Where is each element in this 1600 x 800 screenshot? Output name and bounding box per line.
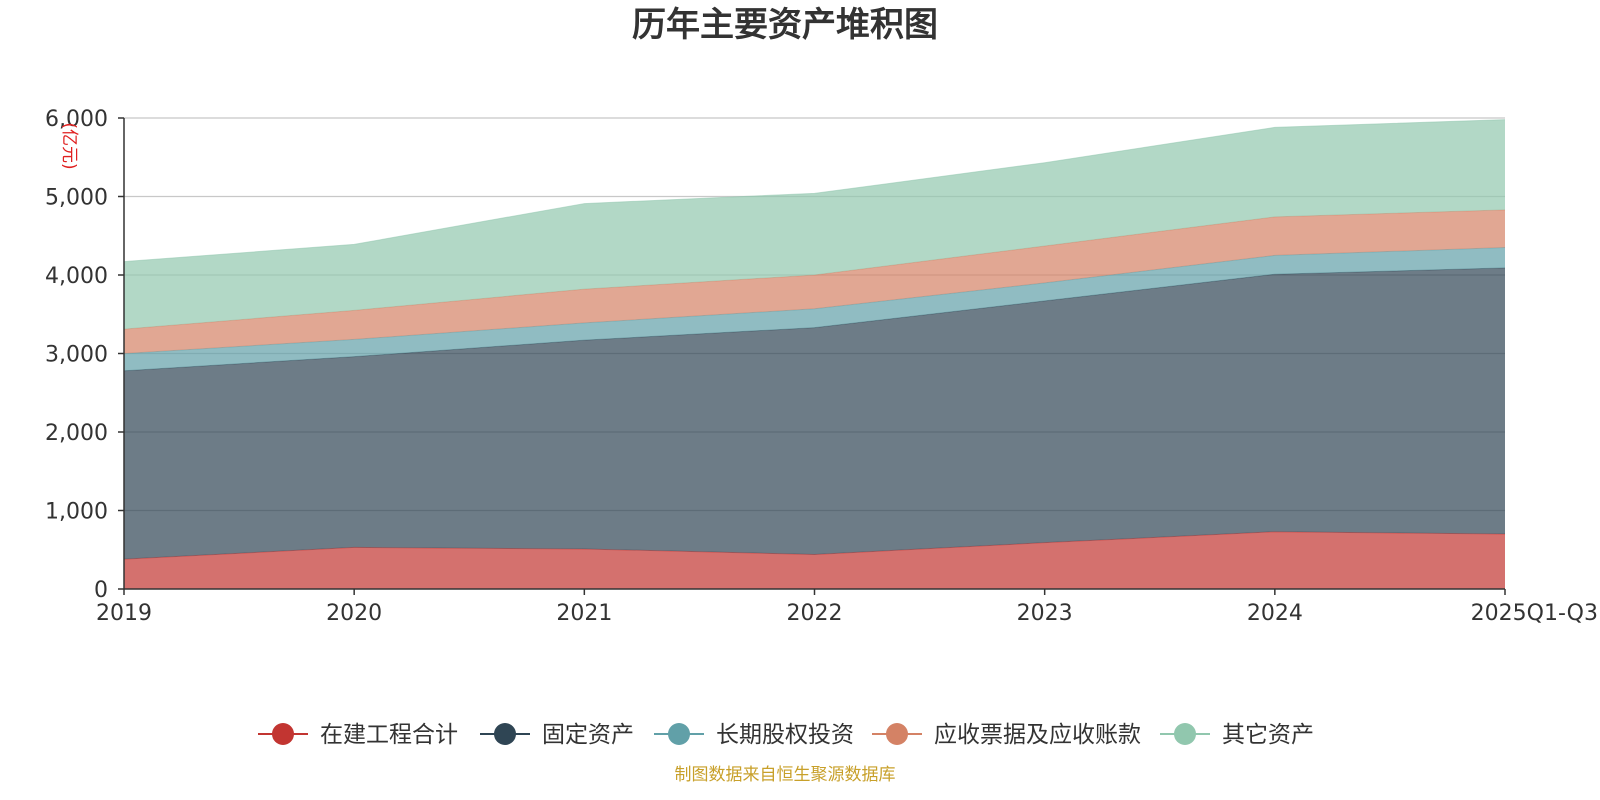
y-axis-unit-label: (亿元) <box>59 122 79 169</box>
legend-marker-icon <box>1174 723 1196 745</box>
area-series-1 <box>124 531 1505 589</box>
x-tick-label: 2019 <box>96 601 152 626</box>
y-tick-label: 4,000 <box>45 264 108 289</box>
legend-item-1[interactable]: 在建工程合计 <box>258 722 458 748</box>
legend-label: 固定资产 <box>542 722 634 748</box>
legend-label: 长期股权投资 <box>716 722 854 748</box>
chart-title: 历年主要资产堆积图 <box>632 5 938 45</box>
legend-marker-icon <box>494 723 516 745</box>
legend-item-4[interactable]: 应收票据及应收账款 <box>872 722 1141 748</box>
area-series-5 <box>124 119 1505 330</box>
source-note: 制图数据来自恒生聚源数据库 <box>675 765 896 785</box>
area-series-group <box>123 119 1506 589</box>
x-tick-label: 2020 <box>326 601 382 626</box>
axes: 0 1,000 2,000 3,000 4,000 5,000 6,000 2019 2020 2… <box>45 107 1598 626</box>
x-tick-label: 2021 <box>556 601 612 626</box>
area-series-5-edge <box>123 119 1506 263</box>
legend-label: 应收票据及应收账款 <box>934 722 1141 748</box>
y-tick-label: 0 <box>94 578 108 603</box>
legend-item-5[interactable]: 其它资产 <box>1160 722 1314 748</box>
legend-marker-icon <box>668 723 690 745</box>
y-tick-label: 6,000 <box>45 107 108 132</box>
x-tick-label: 2024 <box>1247 601 1303 626</box>
legend-label: 其它资产 <box>1222 722 1314 748</box>
legend-marker-icon <box>272 723 294 745</box>
y-tick-label: 2,000 <box>45 421 108 446</box>
y-tick-label: 1,000 <box>45 500 108 525</box>
y-tick-label: 3,000 <box>45 343 108 368</box>
x-tick-label: 2025Q1-Q3 <box>1471 601 1598 626</box>
legend-label: 在建工程合计 <box>320 722 458 748</box>
x-tick-label: 2022 <box>787 601 843 626</box>
y-tick-label: 5,000 <box>45 186 108 211</box>
area-series-2 <box>124 267 1505 560</box>
legend-marker-icon <box>886 723 908 745</box>
area-series-4 <box>124 209 1505 354</box>
legend-item-2[interactable]: 固定资产 <box>480 722 634 748</box>
legend-item-3[interactable]: 长期股权投资 <box>654 722 854 748</box>
x-tick-label: 2023 <box>1017 601 1073 626</box>
legend: 在建工程合计 固定资产 长期股权投资 应收票据及应收账款 其它资产 <box>258 722 1314 748</box>
